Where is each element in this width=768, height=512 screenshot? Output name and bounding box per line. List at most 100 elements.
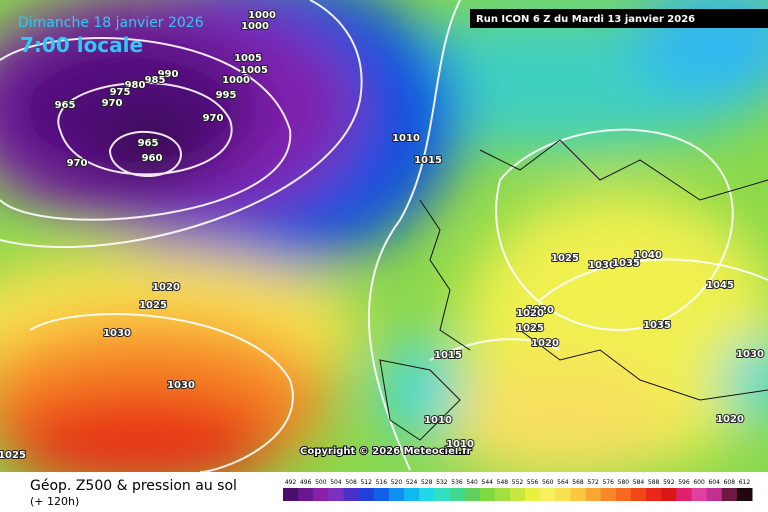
legend-swatch	[449, 488, 466, 501]
isobar-label: 1020	[516, 308, 544, 319]
legend-swatch	[630, 488, 647, 501]
isobar-label: 1030	[167, 380, 195, 391]
legend-label: 544	[482, 479, 494, 486]
isobar-label: 1025	[0, 450, 26, 461]
legend-swatch	[373, 488, 390, 501]
isobar-label: 1010	[424, 415, 452, 426]
copyright: Copyright © 2026 Meteociel.fr	[300, 446, 471, 457]
legend-swatch	[388, 488, 405, 501]
legend-label: 504	[330, 479, 342, 486]
footer-subtitle: (+ 120h)	[30, 495, 79, 508]
legend-swatch	[419, 488, 435, 501]
isobar-label: 1030	[103, 328, 131, 339]
legend-swatch	[509, 488, 526, 501]
legend-label: 576	[603, 479, 615, 486]
isobar-label: 1040	[634, 250, 662, 261]
isobar-label: 1035	[612, 258, 640, 269]
isobar-label: 985	[145, 75, 166, 86]
legend-label: 540	[466, 479, 478, 486]
legend-swatch	[600, 488, 617, 501]
isobar-label: 980	[125, 80, 146, 91]
legend-swatch	[615, 488, 632, 501]
isobar-label: 1045	[706, 280, 734, 291]
legend-label: 552	[512, 479, 524, 486]
isobar-label: 1025	[516, 323, 544, 334]
isobar-label: 1010	[392, 133, 420, 144]
isobar-label: 970	[203, 113, 224, 124]
legend-label: 596	[678, 479, 690, 486]
isobar-label: 1005	[240, 65, 268, 76]
isobar-label: 1015	[434, 350, 462, 361]
legend-label: 592	[663, 479, 675, 486]
isobar-label: 995	[216, 90, 237, 101]
isobar-label: 1020	[152, 282, 180, 293]
isobar-label: 1030	[588, 260, 616, 271]
isobar-label: 1025	[139, 300, 167, 311]
legend-swatch	[721, 488, 738, 501]
map-date: Dimanche 18 janvier 2026	[18, 15, 204, 31]
legend-label: 528	[421, 479, 433, 486]
isobar-label: 965	[55, 100, 76, 111]
isobar-label: 990	[158, 69, 179, 80]
legend-swatch	[434, 488, 450, 501]
legend-label: 500	[315, 479, 327, 486]
legend-label: 600	[693, 479, 705, 486]
isobar-label: 1030	[736, 349, 764, 360]
isobar-label: 1020	[531, 338, 559, 349]
isobar-label: 1000	[222, 75, 250, 86]
isobar-label: 960	[142, 153, 163, 164]
legend-label: 536	[451, 479, 463, 486]
legend-label: 548	[497, 479, 509, 486]
legend-swatch	[540, 488, 556, 501]
legend-swatch	[570, 488, 587, 501]
isobar-label: 1020	[716, 414, 744, 425]
legend-label: 520	[391, 479, 403, 486]
legend-swatch	[358, 488, 375, 501]
isobar-label: 1010	[446, 439, 474, 450]
legend-label: 604	[708, 479, 720, 486]
legend-swatch	[283, 488, 299, 501]
legend-swatch	[525, 488, 541, 501]
map-field	[0, 0, 768, 472]
legend-swatch	[464, 488, 481, 501]
legend-swatch	[494, 488, 511, 501]
legend-swatch	[313, 488, 329, 501]
legend-label: 532	[436, 479, 448, 486]
legend-label: 568	[572, 479, 584, 486]
isobar-label: 965	[138, 138, 159, 149]
isobar-label: 1035	[643, 320, 671, 331]
legend-label: 556	[527, 479, 539, 486]
legend-label: 524	[406, 479, 418, 486]
isobar-label: 970	[67, 158, 88, 169]
legend-swatch	[404, 488, 420, 501]
legend-swatch	[646, 488, 662, 501]
map-time: 7:00 locale	[20, 33, 143, 57]
isobar-label: 1015	[414, 155, 442, 166]
isobar-label: 975	[110, 87, 131, 98]
isobar-label: 1005	[234, 53, 262, 64]
run-banner	[470, 9, 768, 28]
legend-swatch	[555, 488, 571, 501]
legend-label: 496	[300, 479, 312, 486]
isobar-label: 1025	[551, 253, 579, 264]
legend-swatch	[706, 488, 723, 501]
legend-swatch	[676, 488, 692, 501]
legend-swatch	[343, 488, 360, 501]
legend-label: 588	[648, 479, 660, 486]
isobar-label: 1020	[526, 305, 554, 316]
legend-label: 516	[376, 479, 388, 486]
legend-label: 572	[587, 479, 599, 486]
legend-label: 560	[542, 479, 554, 486]
legend-label: 608	[724, 479, 736, 486]
isobar-label: 1000	[248, 10, 276, 21]
legend-label: 492	[285, 479, 297, 486]
isobar-label: 970	[102, 98, 123, 109]
legend-swatch	[661, 488, 677, 501]
legend-swatch	[328, 488, 345, 501]
isobar-label: 1000	[241, 21, 269, 32]
legend-label: 508	[345, 479, 357, 486]
legend-label: 580	[618, 479, 630, 486]
legend-swatch	[298, 488, 314, 501]
